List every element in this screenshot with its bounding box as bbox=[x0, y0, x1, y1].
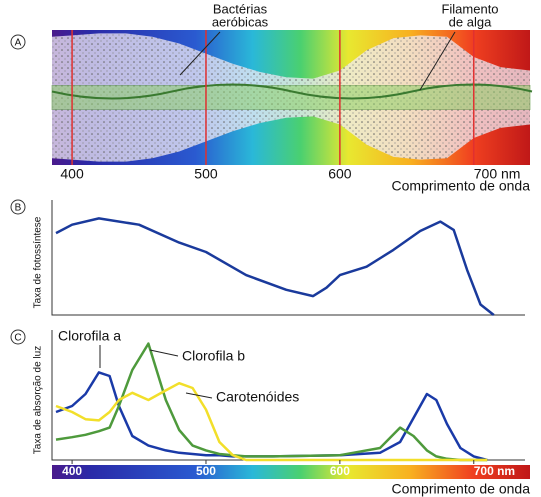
x-tick-label: 700 nm bbox=[474, 166, 521, 182]
annotation-pointer bbox=[419, 31, 456, 91]
series-line bbox=[55, 381, 488, 462]
panel-marker bbox=[10, 34, 26, 50]
x-tick-label: 500 bbox=[196, 464, 216, 478]
annotation-pointer bbox=[185, 392, 213, 399]
x-axis-label: Comprimento de onda bbox=[391, 481, 530, 497]
series-line bbox=[55, 342, 488, 462]
annotation: Clorofila a bbox=[58, 328, 121, 344]
y-axis-label: Taxa de fotossíntese bbox=[33, 216, 44, 308]
panel-label: A bbox=[15, 38, 22, 49]
algae-strand bbox=[51, 83, 533, 100]
annotation: de alga bbox=[449, 14, 492, 29]
annotation-pointer bbox=[179, 31, 221, 76]
y-axis-label: Taxa de absorção de luz bbox=[33, 346, 44, 454]
series-line bbox=[55, 217, 495, 316]
x-axis-label: Comprimento de onda bbox=[391, 178, 530, 194]
panel-marker bbox=[10, 329, 26, 345]
panel-label: C bbox=[14, 333, 21, 344]
annotation: Carotenóides bbox=[216, 389, 299, 405]
annotation: Bactérias bbox=[213, 1, 268, 16]
spectrum-scale bbox=[52, 465, 530, 479]
x-tick-label: 600 bbox=[330, 464, 350, 478]
axes bbox=[51, 200, 525, 316]
annotation-pointer bbox=[149, 349, 179, 357]
panel-label: B bbox=[15, 203, 22, 214]
x-tick-label: 400 bbox=[62, 464, 82, 478]
x-tick-label: 700 nm bbox=[474, 464, 515, 478]
annotation: Clorofila b bbox=[182, 348, 245, 364]
annotation: Filamento bbox=[441, 1, 498, 16]
annotation: aeróbicas bbox=[212, 14, 269, 29]
x-tick-label: 500 bbox=[194, 166, 218, 182]
x-tick-label: 400 bbox=[60, 166, 84, 182]
panel-marker bbox=[10, 199, 26, 215]
x-tick-label: 600 bbox=[328, 166, 352, 182]
